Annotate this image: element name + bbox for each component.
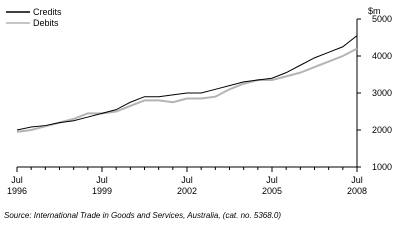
legend-label: Debits	[33, 18, 59, 28]
legend-label: Credits	[33, 7, 62, 17]
source-note: Source: International Trade in Goods and…	[4, 211, 281, 220]
x-tick-label: Jul 1999	[92, 175, 112, 196]
line-series	[16, 35, 358, 131]
line-series	[16, 47, 358, 133]
x-tick-label: Jul 2002	[177, 175, 197, 196]
y-tick-label: 4000	[372, 51, 392, 61]
x-tick-label: Jul 2005	[262, 175, 282, 196]
y-tick-label: 2000	[372, 125, 392, 135]
chart: $m Source: International Trade in Goods …	[4, 6, 392, 220]
y-tick-label: 3000	[372, 88, 392, 98]
x-tick-label: Jul 2008	[347, 175, 367, 196]
x-tick-label: Jul 1996	[7, 175, 27, 196]
y-unit: $m	[368, 6, 381, 16]
y-tick-label: 5000	[372, 14, 392, 24]
y-tick-label: 1000	[372, 162, 392, 172]
